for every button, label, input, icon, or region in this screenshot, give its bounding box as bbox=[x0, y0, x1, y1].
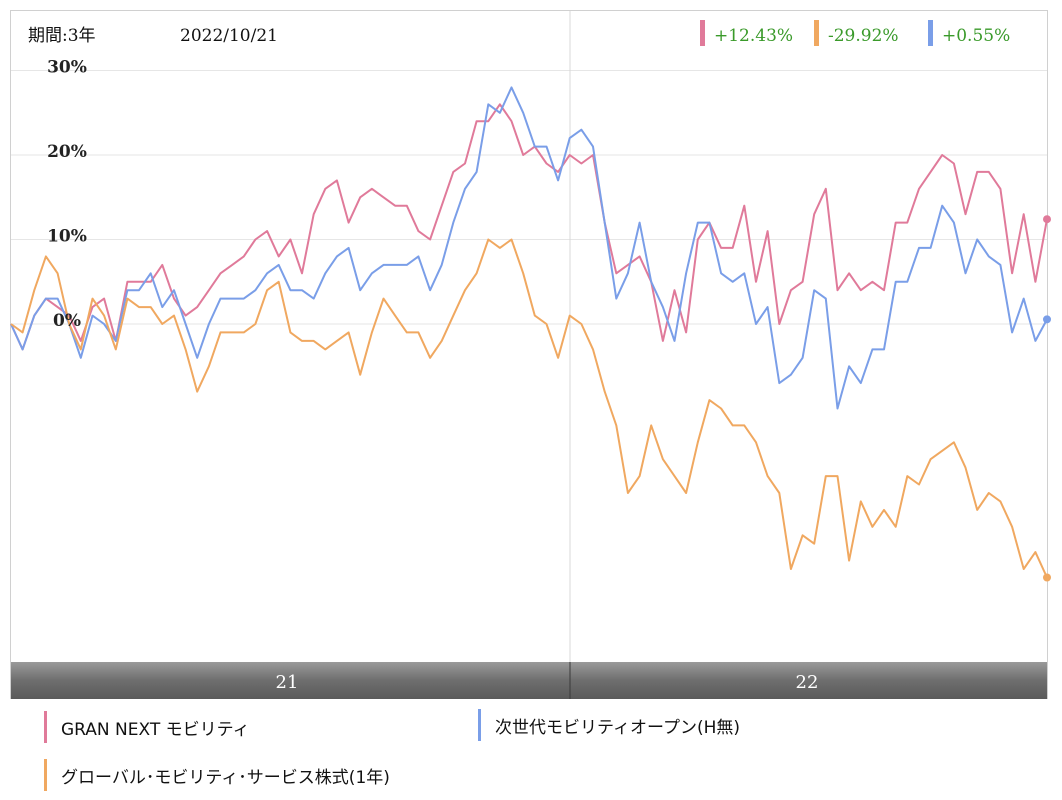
line-chart: 期間:3年 2022/10/21 +12.43% -29.92% +0.55% … bbox=[10, 10, 1051, 699]
x-axis-band bbox=[11, 662, 1047, 699]
y-tick-label: 10% bbox=[47, 227, 87, 247]
series-endpoint-2 bbox=[1043, 573, 1051, 582]
legend-swatch-orange bbox=[44, 759, 47, 791]
period-label: 期間:3年 bbox=[28, 26, 96, 46]
series-line-2 bbox=[10, 238, 1048, 578]
legend-swatch-pink bbox=[44, 711, 47, 743]
y-tick-label: 0% bbox=[53, 311, 81, 331]
series-lines bbox=[10, 86, 1051, 582]
plot-border bbox=[10, 10, 1048, 699]
legend-label: 次世代モビリティオープン(H無) bbox=[495, 717, 741, 738]
x-axis-ticks: 21 22 bbox=[276, 672, 819, 693]
y-tick-label: 30% bbox=[47, 58, 87, 78]
change-value-orange: -29.92% bbox=[828, 26, 899, 46]
change-indicator-pink: +12.43% bbox=[700, 20, 793, 46]
change-indicator-blue: +0.55% bbox=[928, 20, 1010, 46]
legend: GRAN NEXT モビリティ 次世代モビリティオープン(H無) グローバル･モ… bbox=[0, 705, 1062, 800]
y-axis-ticks: 30% 20% 10% 0% bbox=[47, 58, 87, 332]
x-tick-label: 21 bbox=[276, 672, 299, 693]
legend-label: グローバル･モビリティ･サービス株式(1年) bbox=[61, 767, 390, 788]
x-tick-label: 22 bbox=[796, 672, 819, 693]
series-endpoint-1 bbox=[1043, 315, 1051, 324]
date-label: 2022/10/21 bbox=[180, 26, 278, 46]
grid bbox=[11, 70, 1047, 325]
legend-swatch-blue bbox=[478, 709, 481, 741]
y-tick-label: 20% bbox=[47, 142, 87, 162]
series-endpoint-0 bbox=[1043, 215, 1051, 224]
legend-item-next-gen: 次世代モビリティオープン(H無) bbox=[478, 709, 740, 741]
series-line-1 bbox=[10, 86, 1048, 410]
change-value-pink: +12.43% bbox=[714, 26, 793, 46]
legend-item-gran-next: GRAN NEXT モビリティ bbox=[44, 711, 250, 743]
legend-item-global: グローバル･モビリティ･サービス株式(1年) bbox=[44, 759, 390, 791]
change-value-blue: +0.55% bbox=[942, 26, 1010, 46]
change-indicator-orange: -29.92% bbox=[814, 20, 899, 46]
legend-label: GRAN NEXT モビリティ bbox=[61, 719, 250, 740]
series-line-0 bbox=[10, 103, 1048, 351]
